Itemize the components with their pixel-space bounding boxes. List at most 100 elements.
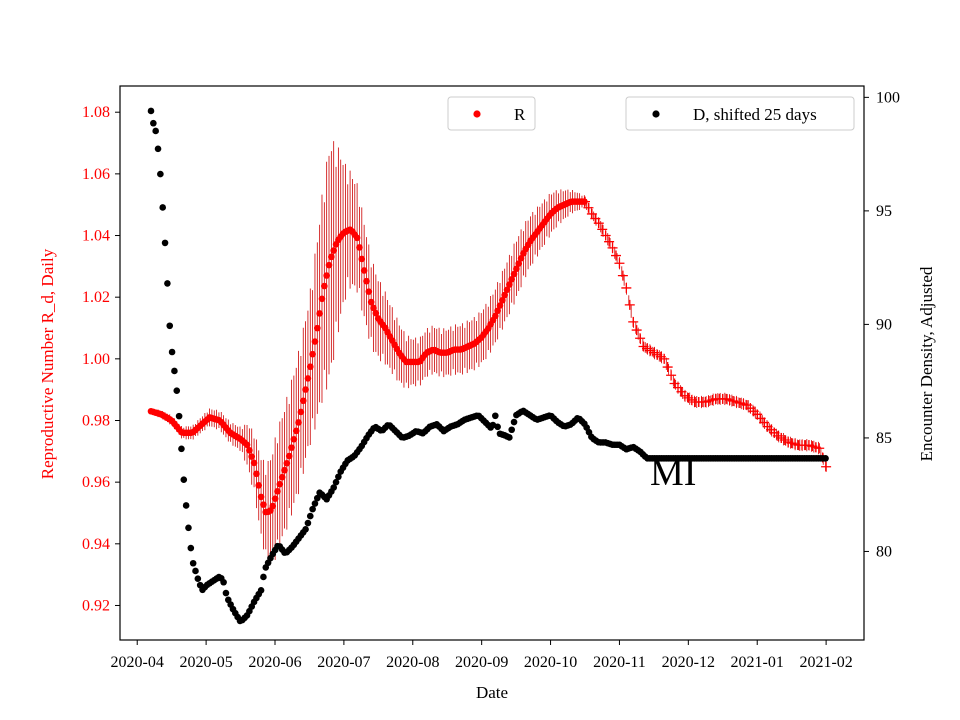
d-point	[154, 145, 162, 153]
r-late-point	[583, 202, 594, 213]
r-point	[313, 324, 321, 332]
y-left-tick-label: 1.00	[82, 351, 110, 368]
r-point	[499, 296, 506, 304]
y-left-tick-label: 0.96	[82, 474, 110, 491]
r-point	[508, 275, 516, 283]
r-point	[283, 459, 291, 467]
d-point	[168, 348, 176, 356]
d-point	[187, 544, 195, 552]
y-right-tick-label: 90	[876, 316, 892, 333]
r-point	[353, 234, 361, 242]
d-point	[150, 119, 157, 127]
x-tick-label: 2020-10	[524, 654, 577, 671]
r-point	[513, 265, 520, 273]
r-point	[292, 427, 300, 435]
d-point	[492, 412, 499, 420]
r-point	[492, 312, 499, 320]
r-series	[147, 198, 588, 516]
d-point	[164, 280, 171, 287]
r-late-point	[821, 461, 832, 472]
y-axis-left-label: Reproductive Number R_d, Daily	[38, 248, 57, 479]
r-point	[370, 304, 377, 312]
d-point	[194, 575, 202, 582]
d-point	[260, 573, 267, 581]
r-late-point	[814, 443, 825, 454]
r-point	[269, 502, 277, 510]
r-point	[311, 338, 319, 345]
x-tick-label: 2020-06	[248, 654, 301, 671]
d-point	[147, 107, 155, 115]
x-tick-label: 2020-05	[179, 654, 232, 671]
y-left-tick-label: 1.06	[82, 166, 110, 183]
y-right-tick-label: 100	[876, 89, 900, 106]
r-late-point	[624, 299, 635, 310]
d-point	[220, 578, 227, 586]
r-point	[501, 291, 508, 299]
r-point	[325, 261, 333, 269]
r-point	[285, 452, 293, 460]
r-point	[330, 247, 337, 254]
y-right-tick-label: 95	[876, 203, 892, 220]
d-point	[313, 494, 321, 502]
d-point	[330, 484, 337, 491]
r-point	[506, 281, 513, 288]
r-late-point	[621, 282, 632, 293]
r-late-point	[659, 353, 670, 364]
y-axis-left: 0.92 0.94 0.96 0.98 1.00 1.02 1.04 1.06 1.08	[82, 104, 120, 614]
r-point	[360, 267, 368, 274]
d-point	[508, 426, 516, 434]
y-left-tick-label: 0.92	[82, 597, 110, 614]
r-point	[248, 453, 256, 460]
r-point	[278, 473, 286, 481]
r-point	[299, 397, 307, 405]
d-point	[822, 455, 829, 462]
x-tick-label: 2020-08	[386, 654, 439, 671]
r-point	[363, 277, 370, 285]
r-point	[318, 295, 326, 303]
r-point	[503, 286, 511, 294]
r-point	[496, 302, 504, 309]
y-axis-right-label: Encounter Density, Adjusted	[917, 266, 936, 461]
r-late-point	[628, 316, 639, 327]
r-point	[510, 270, 518, 278]
r-late-point	[611, 250, 621, 261]
r-late-point	[597, 224, 608, 235]
r-late-point	[631, 325, 642, 336]
r-late-point	[614, 258, 625, 269]
d-point	[166, 322, 174, 330]
d-point	[189, 559, 197, 567]
d-point	[332, 478, 340, 486]
r-point	[515, 260, 523, 267]
x-tick-label: 2020-04	[111, 654, 164, 671]
d-point	[161, 239, 169, 247]
d-point	[494, 423, 501, 431]
d-point	[173, 387, 181, 395]
r-point	[323, 272, 330, 279]
d-point	[171, 367, 178, 375]
r-point	[494, 307, 501, 315]
y-left-tick-label: 0.98	[82, 412, 110, 429]
d-point	[222, 589, 230, 597]
r-point	[365, 288, 373, 295]
x-tick-label: 2020-11	[593, 654, 646, 671]
r-point	[274, 488, 281, 495]
d-point	[510, 418, 518, 426]
legend-d: D, shifted 25 days	[625, 96, 855, 131]
x-tick-label: 2020-12	[662, 654, 715, 671]
r-late-point	[580, 196, 590, 207]
d-point	[302, 525, 309, 533]
r-point	[358, 255, 366, 263]
r-late-point	[635, 333, 646, 344]
r-point	[290, 435, 298, 443]
x-tick-label: 2021-01	[731, 654, 784, 671]
r-point	[295, 419, 302, 426]
y-right-tick-label: 85	[876, 430, 892, 447]
legend-d-marker	[652, 110, 660, 118]
d-point	[182, 502, 190, 509]
r-point	[243, 441, 251, 449]
r-late-point	[607, 242, 618, 253]
r-point	[304, 375, 312, 382]
plot-frame	[119, 85, 865, 641]
r-point	[309, 350, 316, 358]
y-left-tick-label: 0.94	[82, 536, 110, 553]
